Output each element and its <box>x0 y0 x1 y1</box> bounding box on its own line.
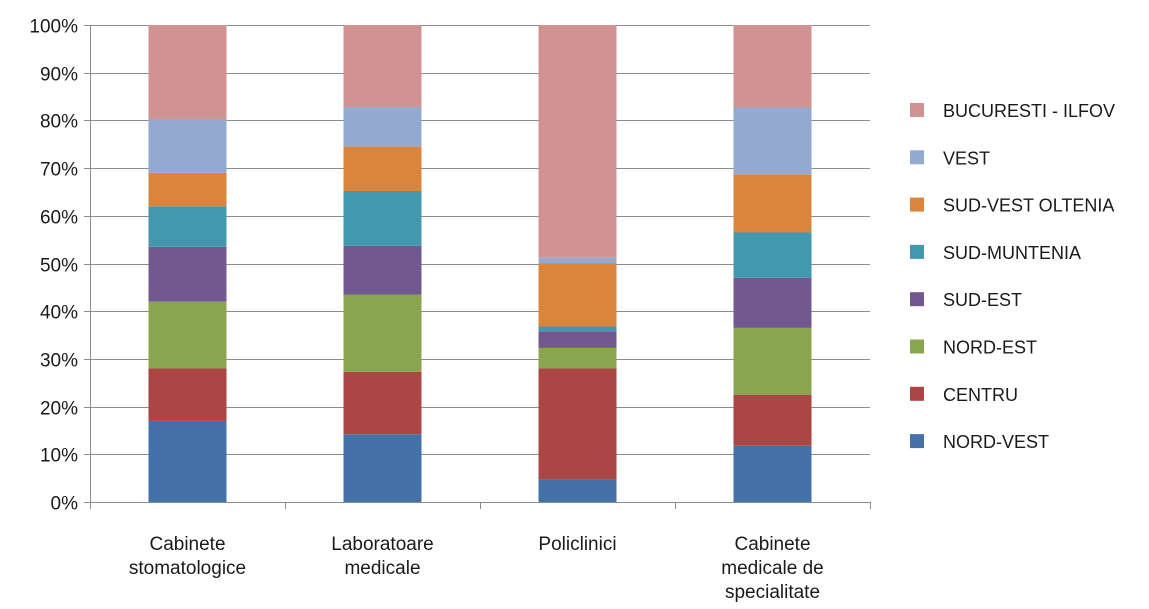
bar-segment <box>343 434 422 502</box>
y-tick-label: 80% <box>40 112 78 133</box>
x-category-label: Laboratoare medicale <box>331 534 433 579</box>
legend-item: BUCURESTI - ILFOV <box>910 101 1115 121</box>
x-category-label: Cabinete medicale de specialitate <box>721 534 823 603</box>
legend-swatch <box>910 339 924 354</box>
x-category-label: Cabinete stomatologice <box>129 534 246 579</box>
bars <box>148 25 812 502</box>
legend-label: CENTRU <box>943 385 1018 405</box>
legend-label: SUD-EST <box>943 290 1022 310</box>
x-category-label: Policlinici <box>538 534 616 555</box>
bar-segment <box>343 371 422 435</box>
bar-segment <box>733 327 812 395</box>
bar-segment <box>148 25 227 119</box>
legend-label: NORD-VEST <box>943 432 1049 452</box>
bar-segment <box>343 25 422 108</box>
bar-segment <box>148 420 227 502</box>
bar-segment <box>733 232 812 278</box>
bar-segment <box>538 326 617 332</box>
bar-segment <box>538 25 617 258</box>
bar-segment <box>733 25 812 108</box>
bar-segment <box>733 277 812 328</box>
legend-swatch <box>910 244 924 259</box>
bar-segment <box>343 190 422 246</box>
bar-segment <box>538 479 617 502</box>
legend-item: NORD-EST <box>910 338 1037 358</box>
legend-swatch <box>910 103 924 117</box>
y-tick-label: 40% <box>40 303 78 324</box>
x-category-label-line: Policlinici <box>538 534 616 555</box>
x-category-label-line: Cabinete <box>734 534 810 555</box>
bar-segment <box>148 118 227 173</box>
x-category-label-line: specialitate <box>725 582 820 603</box>
legend-item: SUD-VEST OLTENIA <box>910 196 1114 216</box>
legend: BUCURESTI - ILFOV VEST SUD-VEST OLTENIA SUD… <box>910 101 1115 452</box>
x-axis-category-labels: Cabinete stomatologice Laboratoare medicale… <box>129 534 824 603</box>
legend-label: SUD-MUNTENIA <box>943 243 1081 263</box>
bar-segment <box>343 294 422 372</box>
bar-segment <box>538 347 617 369</box>
legend-label: VEST <box>943 148 990 168</box>
y-tick-label: 100% <box>29 17 78 38</box>
x-category-label-line: stomatologice <box>129 558 246 579</box>
x-category-label-line: medicale <box>344 558 420 579</box>
legend-item: VEST <box>910 148 990 168</box>
bar-segment <box>733 445 812 502</box>
y-tick-label: 10% <box>40 446 78 467</box>
legend-swatch <box>910 150 924 165</box>
axes <box>84 25 871 509</box>
legend-item: SUD-EST <box>910 290 1022 310</box>
bar-segment <box>148 301 227 369</box>
bar-segment <box>733 174 812 233</box>
y-tick-label: 20% <box>40 399 78 420</box>
legend-swatch <box>910 386 924 401</box>
x-category-label-line: medicale de <box>721 558 823 579</box>
legend-label: SUD-VEST OLTENIA <box>943 196 1114 216</box>
bar-segment <box>733 107 812 175</box>
bar-segment <box>343 245 422 295</box>
bar-segment <box>343 146 422 191</box>
legend-swatch <box>910 292 924 307</box>
x-category-label-line: Laboratoare <box>331 534 433 555</box>
bar-segment <box>148 172 227 207</box>
bar-segment <box>538 331 617 348</box>
bar-segment <box>148 206 227 247</box>
y-tick-label: 90% <box>40 65 78 86</box>
legend-item: SUD-MUNTENIA <box>910 243 1081 263</box>
x-category-label-line: Cabinete <box>149 534 225 555</box>
bar-segment <box>538 263 617 327</box>
y-tick-label: 0% <box>51 494 79 515</box>
y-tick-label: 60% <box>40 208 78 229</box>
y-tick-label: 30% <box>40 351 78 372</box>
bar-segment <box>538 368 617 480</box>
bar-segment <box>343 107 422 147</box>
legend-item: CENTRU <box>910 385 1018 405</box>
y-axis-tick-labels: 0% 10% 20% 30% 40% 50% 60% 70% 80% 90% 100% <box>29 17 78 515</box>
legend-label: BUCURESTI - ILFOV <box>943 101 1115 121</box>
legend-item: NORD-VEST <box>910 432 1049 452</box>
bar-segment <box>148 246 227 302</box>
legend-swatch <box>910 434 924 449</box>
legend-label: NORD-EST <box>943 338 1037 358</box>
bar-segment <box>733 394 812 446</box>
bar-segment <box>148 368 227 421</box>
bar-segment <box>538 257 617 264</box>
y-tick-label: 50% <box>40 256 78 277</box>
legend-swatch <box>910 197 924 212</box>
y-tick-label: 70% <box>40 160 78 181</box>
